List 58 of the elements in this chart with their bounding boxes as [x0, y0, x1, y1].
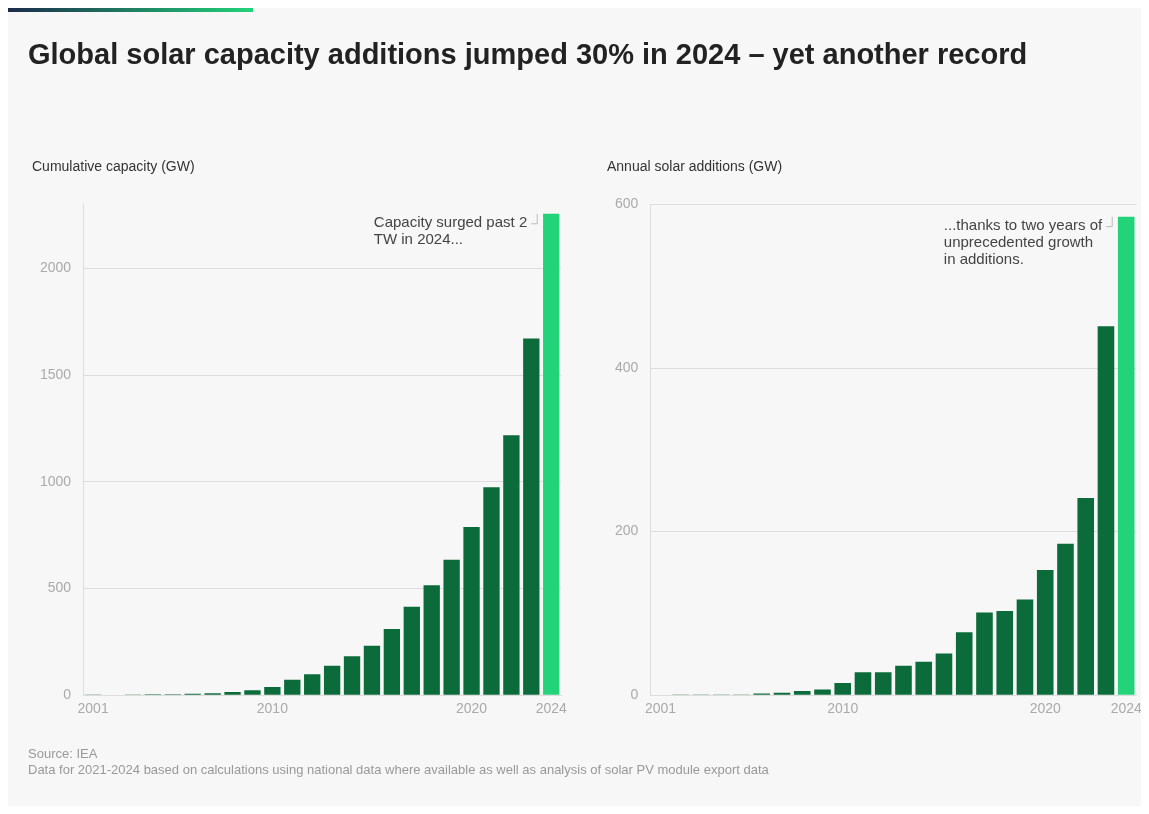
y-tick-label: 0: [63, 686, 72, 703]
source-note: Source: IEA: [28, 746, 99, 762]
y-tick-label: 1500: [39, 365, 72, 382]
bar: [935, 653, 953, 695]
annotation: Capacity surged past 2 TW in 2024...: [373, 213, 528, 248]
x-tick-label: 2001: [644, 700, 677, 717]
bar: [304, 674, 321, 695]
y-axis-title: Annual solar additions (GW): [607, 158, 784, 174]
bar: [443, 559, 460, 695]
x-tick-label: 2020: [1029, 700, 1061, 717]
bar: [814, 689, 831, 695]
y-tick-label: 400: [615, 358, 639, 375]
bar: [463, 527, 480, 695]
bar: [1036, 570, 1054, 695]
bar: [854, 672, 872, 695]
bar: [383, 629, 401, 695]
y-tick-label: 600: [615, 195, 639, 212]
y-tick-label: 2000: [39, 259, 72, 276]
y-tick-label: 500: [47, 579, 72, 596]
bar: [874, 672, 892, 695]
x-tick-label: 2020: [455, 700, 488, 717]
bar: [224, 692, 241, 695]
y-tick-label: 1000: [39, 472, 72, 489]
bar: [834, 682, 852, 695]
annotation: ...thanks to two years of unprecedented growth in additions.: [943, 216, 1104, 268]
bar: [895, 665, 912, 695]
bar: [1077, 498, 1095, 695]
x-tick-label: 2010: [256, 700, 289, 717]
bar: [543, 213, 560, 695]
bar: [244, 690, 261, 695]
bar: [284, 679, 301, 695]
bar: [483, 487, 500, 695]
bar: [363, 645, 381, 695]
x-tick-label: 2024: [535, 700, 567, 717]
bar: [503, 435, 520, 695]
text: Data for 2021-2024 based on calculations using national data where available as well as analysis of solar PV module export data: [28, 761, 770, 778]
x-tick-label: 2024: [1110, 700, 1142, 717]
bar: [915, 661, 933, 695]
x-tick-label: 2001: [77, 700, 109, 717]
bar: [1097, 326, 1115, 695]
y-tick-label: 0: [630, 686, 639, 703]
bar: [264, 687, 281, 695]
bar: [423, 585, 440, 695]
bar: [955, 632, 973, 695]
y-tick-label: 200: [615, 522, 639, 539]
chart-title: Global solar capacity additions jumped 30% in 2024 – yet another record: [28, 37, 1028, 72]
x-tick-label: 2010: [827, 700, 859, 717]
bar: [523, 338, 540, 695]
bar: [996, 610, 1014, 695]
bar: [1117, 216, 1135, 695]
bar: [793, 691, 811, 695]
bar: [1016, 599, 1034, 695]
bar: [343, 656, 361, 695]
y-axis-title: Cumulative capacity (GW): [32, 158, 196, 174]
bar: [976, 612, 993, 695]
bar: [1057, 543, 1074, 695]
bar: [323, 665, 341, 695]
bar: [403, 606, 420, 695]
